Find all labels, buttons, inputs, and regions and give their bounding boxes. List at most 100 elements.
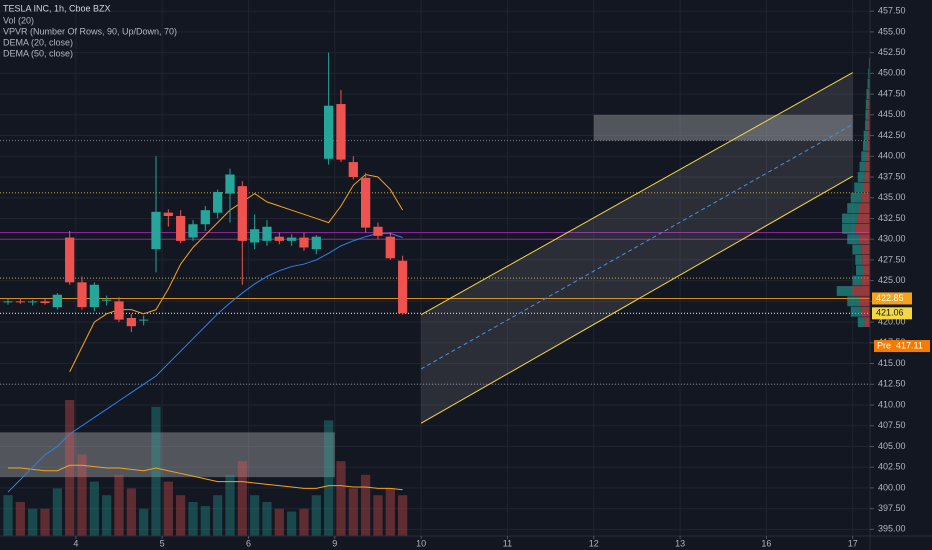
chart-title: TESLA INC, 1h, Cboe BZX xyxy=(3,3,111,13)
volume-bar xyxy=(3,495,13,536)
y-tick-label: 400.00 xyxy=(878,482,906,492)
volume-bar xyxy=(40,508,50,536)
channel-upper xyxy=(420,72,853,316)
candle-body xyxy=(311,236,321,250)
pre-tag xyxy=(874,340,930,353)
vpvr-down xyxy=(867,120,870,131)
vpvr-up xyxy=(850,306,862,317)
vpvr-down xyxy=(862,254,870,265)
volume-bar xyxy=(28,508,38,536)
volume-bar xyxy=(398,495,408,536)
volume-bar xyxy=(299,508,309,536)
volume-bar xyxy=(163,481,173,536)
x-tick-label: 10 xyxy=(416,538,426,548)
vpvr-up xyxy=(857,172,865,182)
indicator-label: DEMA (50, close) xyxy=(3,48,73,58)
vpvr-up xyxy=(842,223,856,234)
vpvr-down xyxy=(857,213,870,224)
vpvr-up xyxy=(867,78,869,89)
y-tick-label: 455.00 xyxy=(878,26,906,36)
vpvr-up xyxy=(847,296,860,307)
vpvr-down xyxy=(865,161,870,172)
vpvr-down xyxy=(856,223,870,234)
y-tick-label: 457.50 xyxy=(878,6,906,16)
y-tick-label: 435.00 xyxy=(878,192,906,202)
vpvr-up xyxy=(852,275,862,286)
y-tick-label: 410.00 xyxy=(878,399,906,409)
vpvr-down xyxy=(863,265,870,276)
candle-body xyxy=(324,105,334,159)
candle-body xyxy=(28,301,38,303)
volume-bar xyxy=(324,420,334,536)
vpvr-up xyxy=(847,234,860,245)
volume-bar xyxy=(188,502,198,536)
volume-bar xyxy=(15,502,25,536)
candle-body xyxy=(139,319,149,321)
candle-body xyxy=(176,215,186,241)
vpvr-up xyxy=(868,68,870,79)
vpvr-down xyxy=(868,78,870,89)
vpvr-up xyxy=(861,151,867,162)
candle-body xyxy=(373,226,383,236)
y-tick-label: 402.50 xyxy=(878,462,906,472)
indicator-label: Vol (20) xyxy=(3,15,34,25)
candle-body xyxy=(52,294,62,308)
vpvr-up xyxy=(859,161,866,172)
y-tick-label: 412.50 xyxy=(878,379,906,389)
vpvr-down xyxy=(868,109,870,120)
x-tick-label: 9 xyxy=(332,538,337,548)
volume-bar xyxy=(262,502,272,536)
volume-bar xyxy=(385,488,395,536)
vpvr-up xyxy=(857,317,865,328)
volume-bar xyxy=(287,511,297,536)
vpvr-down xyxy=(864,172,870,182)
candle-body xyxy=(200,210,210,225)
candle-body xyxy=(114,301,124,320)
candle-body xyxy=(40,301,50,304)
y-tick-label: 432.50 xyxy=(878,213,906,223)
vpvr-up xyxy=(868,58,870,68)
vpvr-up xyxy=(852,244,862,255)
x-tick-label: 11 xyxy=(503,538,512,548)
vpvr-up xyxy=(855,254,863,265)
x-tick-label: 17 xyxy=(848,538,858,548)
y-tick-label: 445.00 xyxy=(878,109,906,119)
y-tick-label: 397.50 xyxy=(878,503,906,513)
volume-bar xyxy=(274,508,284,536)
vpvr-up xyxy=(854,182,863,193)
vpvr-down xyxy=(859,234,870,245)
volume-bar xyxy=(114,474,124,536)
candle-body xyxy=(126,317,136,327)
candle-body xyxy=(274,236,284,241)
candle-body xyxy=(213,191,223,213)
dema-line xyxy=(7,232,403,493)
vpvr-down xyxy=(868,89,870,100)
zone-box xyxy=(593,114,853,141)
y-tick-label: 440.00 xyxy=(878,151,906,161)
candle-body xyxy=(15,301,25,303)
volume-bar xyxy=(225,474,235,536)
candle-body xyxy=(225,174,235,194)
volume-bar xyxy=(65,400,75,536)
volume-bar xyxy=(373,495,383,536)
volume-bar xyxy=(361,474,371,536)
vpvr-up xyxy=(836,286,853,296)
volume-bar xyxy=(139,508,149,536)
volume-bar xyxy=(237,461,247,536)
vpvr-up xyxy=(856,265,863,276)
y-tick-label: 420.00 xyxy=(878,316,906,326)
vpvr-down xyxy=(861,275,870,286)
x-tick-label: 4 xyxy=(73,538,78,548)
vpvr-down xyxy=(861,306,870,317)
candle-body xyxy=(188,224,198,238)
y-tick-label: 405.00 xyxy=(878,441,906,451)
y-tick-label: 415.00 xyxy=(878,358,906,368)
zone-box xyxy=(0,432,335,478)
price-axis xyxy=(870,0,932,550)
candle-body xyxy=(151,211,161,250)
y-tick-label: 425.00 xyxy=(878,275,906,285)
dema-line xyxy=(69,173,404,373)
x-tick-label: 16 xyxy=(761,538,771,548)
y-tick-label: 437.50 xyxy=(878,171,906,181)
